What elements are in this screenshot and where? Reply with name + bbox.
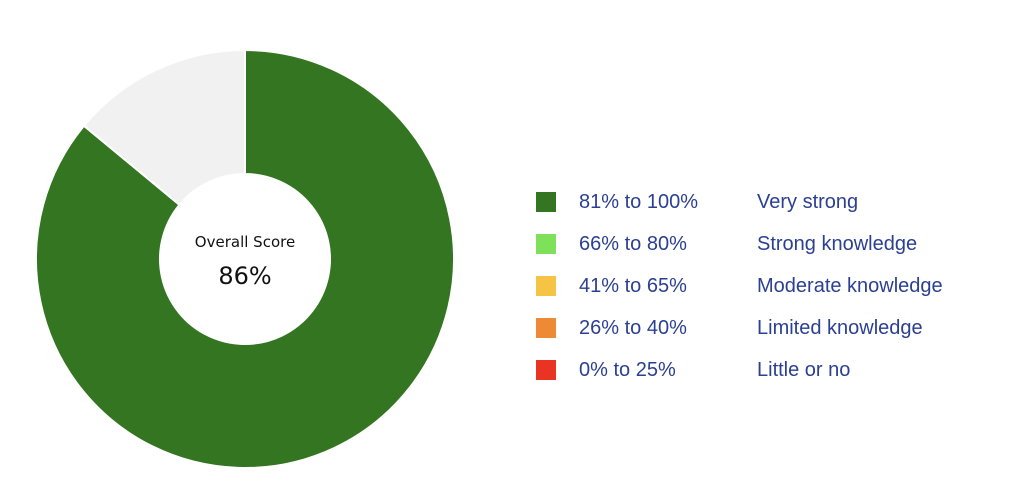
legend-range: 0% to 25%	[579, 358, 676, 381]
legend-item: 66% to 80% Strong knowledge	[536, 223, 943, 265]
legend-description: Strong knowledge	[757, 232, 918, 255]
legend-item: 0% to 25% Little or no	[536, 349, 943, 391]
legend-description: Limited knowledge	[757, 316, 923, 339]
legend-swatch	[536, 192, 556, 212]
donut-slice-remaining	[82, 48, 246, 207]
legend-item: 81% to 100% Very strong	[536, 181, 943, 223]
legend-swatch	[536, 234, 556, 254]
donut-slice-score	[35, 48, 455, 469]
donut-chart	[35, 48, 455, 469]
legend-description: Very strong	[757, 190, 859, 213]
legend-item: 26% to 40% Limited knowledge	[536, 307, 943, 349]
legend-range: 66% to 80%	[579, 232, 687, 255]
legend-range: 41% to 65%	[579, 274, 687, 297]
legend-range: 26% to 40%	[579, 316, 687, 339]
legend-description: Moderate knowledge	[757, 274, 943, 297]
center-title: Overall Score	[194, 233, 296, 251]
center-value: 86%	[218, 262, 272, 290]
legend-swatch	[536, 360, 556, 380]
legend-swatch	[536, 318, 556, 338]
legend-range: 81% to 100%	[579, 190, 698, 213]
legend-item: 41% to 65% Moderate knowledge	[536, 265, 943, 307]
legend-description: Little or no	[757, 358, 851, 381]
legend-swatch	[536, 276, 556, 296]
legend: 81% to 100% Very strong 66% to 80% Stron…	[536, 181, 943, 391]
